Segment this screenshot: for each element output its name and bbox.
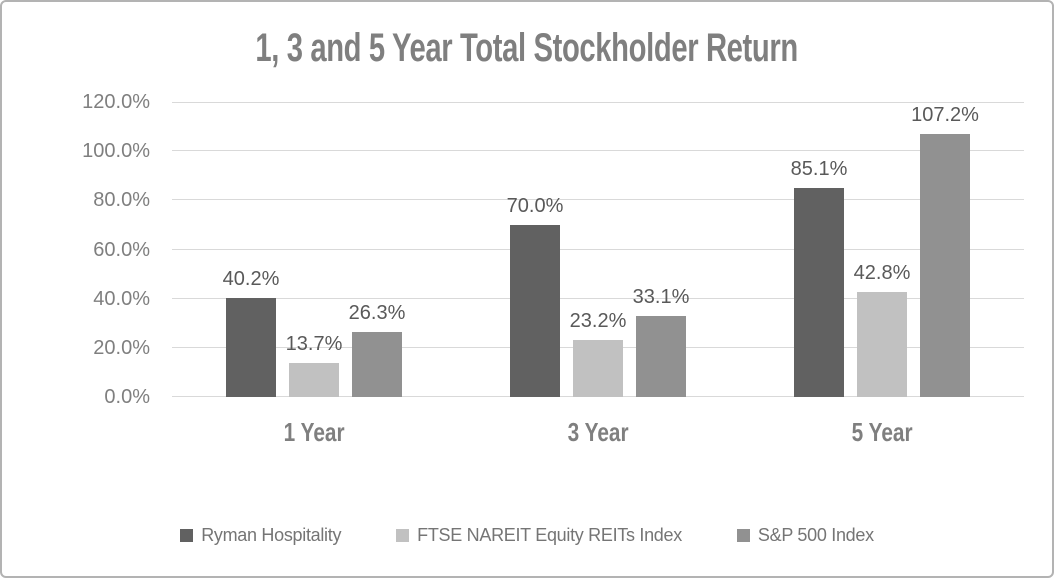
legend-label: Ryman Hospitality: [201, 525, 342, 545]
bar-group-3-year: 70.0% 23.2% 33.1%: [456, 102, 740, 397]
legend-label: FTSE NAREIT Equity REITs Index: [417, 525, 682, 545]
bar-value-label: 13.7%: [285, 333, 343, 356]
bar-group-1-year: 40.2% 13.7% 26.3%: [172, 102, 456, 397]
bar-value-label: 26.3%: [348, 302, 406, 325]
bar-ftse-nareit-equity-reits-index-3-year: 23.2%: [570, 310, 626, 397]
bar-ftse-nareit-equity-reits-index-1-year: 13.7%: [286, 333, 342, 397]
bar-s-p-500-index-1-year: 26.3%: [349, 302, 405, 397]
bar-ryman-hospitality-5-year: 85.1%: [791, 158, 847, 397]
bar-s-p-500-index-5-year: 107.2%: [911, 104, 979, 397]
bar-value-label: 85.1%: [790, 157, 848, 180]
x-axis-label-text: 3 Year: [567, 417, 629, 447]
legend-item-ryman-hospitality: Ryman Hospitality: [180, 524, 341, 546]
bar-ryman-hospitality-3-year: 70.0%: [507, 195, 563, 397]
y-tick-label: 80.0%: [93, 189, 150, 211]
bar-ftse-nareit-equity-reits-index-5-year: 42.8%: [854, 262, 910, 397]
gridline: [172, 199, 1024, 200]
bar-value-label: 107.2%: [911, 103, 979, 126]
chart-title-text: 1, 3 and 5 Year Total Stockholder Return: [255, 26, 799, 70]
legend: Ryman Hospitality FTSE NAREIT Equity REIT…: [2, 524, 1052, 546]
y-tick-label: 60.0%: [93, 239, 150, 261]
y-tick-label: 120.0%: [82, 91, 150, 113]
gridline: [172, 150, 1024, 151]
x-axis-label-5-year: 5 Year: [740, 416, 1024, 448]
legend-swatch-icon: [396, 528, 410, 542]
gridline: [172, 249, 1024, 250]
chart-title: 1, 3 and 5 Year Total Stockholder Return: [2, 24, 1052, 72]
x-axis: 1 Year 3 Year 5 Year: [172, 416, 1024, 448]
y-tick-label: 100.0%: [82, 140, 150, 162]
gridline: [172, 102, 1024, 103]
x-axis-label-3-year: 3 Year: [456, 416, 740, 448]
bar-ryman-hospitality-1-year: 40.2%: [223, 268, 279, 397]
bar-value-label: 42.8%: [853, 261, 911, 284]
bar-value-label: 23.2%: [569, 310, 627, 332]
x-axis-label-text: 1 Year: [283, 417, 345, 447]
bar-value-label: 70.0%: [506, 194, 564, 217]
x-axis-label-1-year: 1 Year: [172, 416, 456, 448]
x-axis-label-text: 5 Year: [851, 417, 913, 447]
y-tick-label: 20.0%: [93, 337, 150, 359]
bar-group-5-year: 85.1% 42.8% 107.2%: [740, 102, 1024, 397]
bar-s-p-500-index-3-year: 33.1%: [633, 286, 689, 397]
y-tick-label: 0.0%: [104, 386, 150, 408]
bar-value-label: 33.1%: [632, 285, 690, 308]
y-tick-label: 40.0%: [93, 288, 150, 310]
legend-label: S&P 500 Index: [757, 525, 874, 545]
legend-swatch-icon: [180, 528, 194, 542]
legend-item-ftse-nareit-equity-reits-index: FTSE NAREIT Equity REITs Index: [396, 524, 682, 546]
gridline: [172, 298, 1024, 299]
plot-area: 40.2% 13.7% 26.3% 70.0% 23.2% 33.1% 85.1% 42.8%…: [172, 102, 1024, 397]
bar-value-label: 40.2%: [222, 268, 280, 291]
legend-swatch-icon: [736, 528, 750, 542]
legend-item-s-p-500-index: S&P 500 Index: [736, 524, 874, 546]
